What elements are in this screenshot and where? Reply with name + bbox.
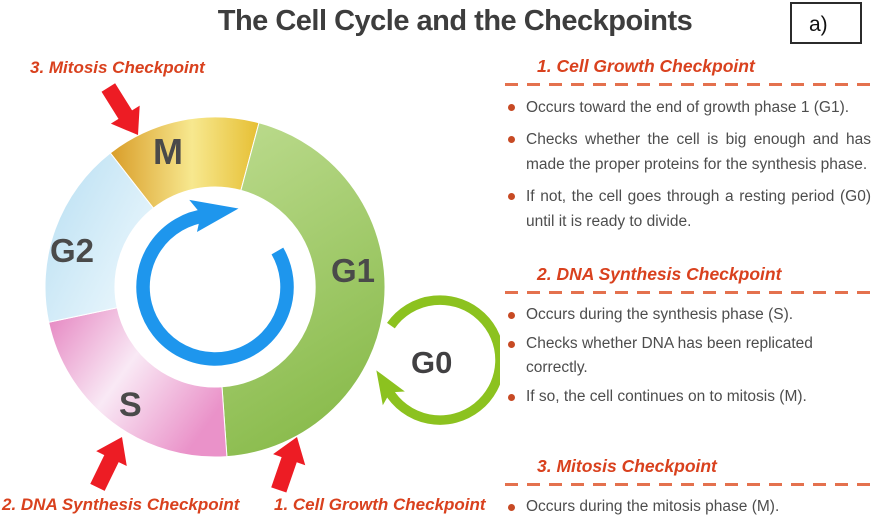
bullet-item: Checks whether the cell is big enough an… — [505, 127, 871, 178]
section-heading: 3. Mitosis Checkpoint — [537, 456, 717, 476]
bullet-item: Checks whether DNA has been replicated c… — [505, 332, 871, 382]
bullet-item: If not, the cell goes through a resting … — [505, 184, 871, 235]
phase-s-segment — [48, 307, 228, 458]
phase-label-g1: G1 — [331, 252, 376, 289]
growth-checkpoint-callout: 1. Cell Growth Checkpoint — [274, 495, 486, 514]
bullet-item: If so, the cell continues on to mitosis … — [505, 385, 871, 410]
dna-checkpoint-callout: 2. DNA Synthesis Checkpoint — [2, 495, 240, 514]
dna-checkpoint-arrow-icon — [90, 437, 127, 491]
cell-cycle-diagram: M G1 G2 S G0 Resting 3. Mitosis Checkpoi… — [0, 50, 505, 523]
growth-checkpoint-arrow-icon — [271, 437, 306, 493]
section-heading: 1. Cell Growth Checkpoint — [537, 56, 755, 76]
bullet-list: Occurs during the synthesis phase (S). C… — [505, 303, 871, 410]
bullet-list: Occurs during the mitosis phase (M). Che… — [505, 495, 871, 523]
section-cell-growth-checkpoint: 1. Cell Growth Checkpoint Occurs toward … — [505, 56, 871, 235]
dashed-divider — [505, 83, 871, 86]
section-mitosis-checkpoint: 3. Mitosis Checkpoint Occurs during the … — [505, 456, 871, 523]
bullet-list: Occurs toward the end of growth phase 1 … — [505, 95, 871, 235]
cycle-arrowhead-icon — [189, 199, 239, 233]
checkpoint-info-panel: 1. Cell Growth Checkpoint Occurs toward … — [505, 56, 871, 523]
cell-cycle-svg — [44, 83, 505, 493]
dashed-divider — [505, 290, 871, 294]
phase-label-s: S — [119, 386, 142, 424]
mitosis-checkpoint-callout: 3. Mitosis Checkpoint — [30, 58, 205, 77]
phase-g2-segment — [44, 152, 155, 323]
figure-label: a) — [809, 13, 828, 36]
section-heading: 2. DNA Synthesis Checkpoint — [537, 263, 782, 284]
mitosis-checkpoint-arrow-icon — [101, 83, 140, 135]
dashed-divider — [505, 483, 871, 486]
bullet-item: Occurs during the mitosis phase (M). — [505, 495, 871, 520]
phase-g1-segment — [221, 122, 386, 458]
figure-label-box: a) — [790, 2, 862, 44]
g0-loop-arrow — [383, 295, 505, 425]
phase-label-g0: G0 — [411, 345, 453, 380]
bullet-item: Occurs during the synthesis phase (S). — [505, 303, 871, 328]
bullet-item: Occurs toward the end of growth phase 1 … — [505, 95, 871, 121]
section-dna-synthesis-checkpoint: 2. DNA Synthesis Checkpoint Occurs durin… — [505, 264, 871, 410]
page-title: The Cell Cycle and the Checkpoints — [217, 5, 693, 37]
g0-arrowhead-icon — [376, 370, 405, 406]
phase-label-m: M — [153, 131, 183, 172]
cycle-direction-arrow — [136, 208, 294, 366]
phase-label-g2: G2 — [50, 232, 95, 269]
